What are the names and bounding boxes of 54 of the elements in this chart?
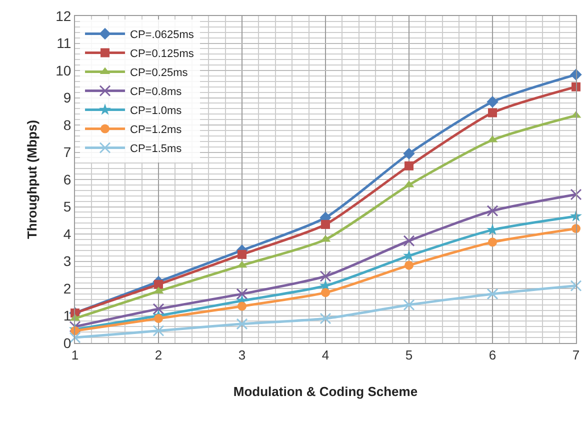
point <box>486 288 498 300</box>
y-tick-label: 9 <box>63 90 72 106</box>
point <box>403 299 415 311</box>
x-tick-label: 7 <box>572 348 580 363</box>
y-tick-label: 10 <box>56 62 72 78</box>
legend-label: CP=1.0ms <box>130 105 182 118</box>
point <box>69 332 81 344</box>
point <box>152 303 164 315</box>
point <box>486 96 498 108</box>
y-tick-label: 1 <box>63 308 72 324</box>
point <box>320 270 332 282</box>
point <box>488 108 497 118</box>
point <box>321 220 330 229</box>
y-axis-title: Throughput (Mbps) <box>24 120 40 240</box>
x-axis-title: Modulation & Coding Scheme <box>233 384 418 400</box>
x-tick-label: 3 <box>238 348 246 363</box>
y-tick-label: 11 <box>56 35 72 52</box>
y-tick-label: 2 <box>63 280 72 296</box>
point <box>403 235 415 247</box>
point <box>154 280 163 289</box>
point <box>570 280 582 292</box>
point <box>236 318 248 330</box>
y-tick-label: 5 <box>63 198 72 215</box>
legend-label: CP=1.2ms <box>130 124 182 136</box>
y-tick-label: 12 <box>56 8 72 24</box>
point <box>488 238 497 247</box>
x-tick-label: 2 <box>154 348 162 363</box>
point <box>154 314 163 323</box>
x-tick-label: 5 <box>405 348 413 363</box>
legend-label: CP=0.8ms <box>130 86 182 98</box>
point <box>238 250 246 259</box>
point <box>403 148 415 160</box>
legend-label: CP=1.5ms <box>130 143 182 156</box>
point <box>404 161 414 170</box>
y-tick-label: 4 <box>63 226 72 242</box>
point <box>320 312 332 324</box>
y-tick-label: 0 <box>63 334 72 351</box>
y-tick-label: 8 <box>63 116 72 133</box>
point <box>152 324 164 336</box>
point <box>570 188 582 200</box>
point <box>238 302 246 311</box>
legend-label: CP=0.125ms <box>130 48 194 60</box>
x-tick-label: 6 <box>488 348 496 363</box>
legend-label: CP=.0625ms <box>130 29 194 42</box>
legend-label: CP=0.25ms <box>130 67 188 80</box>
point <box>486 205 498 217</box>
y-tick-label: 7 <box>63 144 72 160</box>
point <box>236 288 248 300</box>
point <box>321 288 330 298</box>
point <box>404 260 414 270</box>
y-tick-label: 3 <box>63 253 72 270</box>
point <box>69 320 81 332</box>
x-tick-label: 4 <box>322 348 330 363</box>
y-tick-label: 6 <box>63 171 72 188</box>
